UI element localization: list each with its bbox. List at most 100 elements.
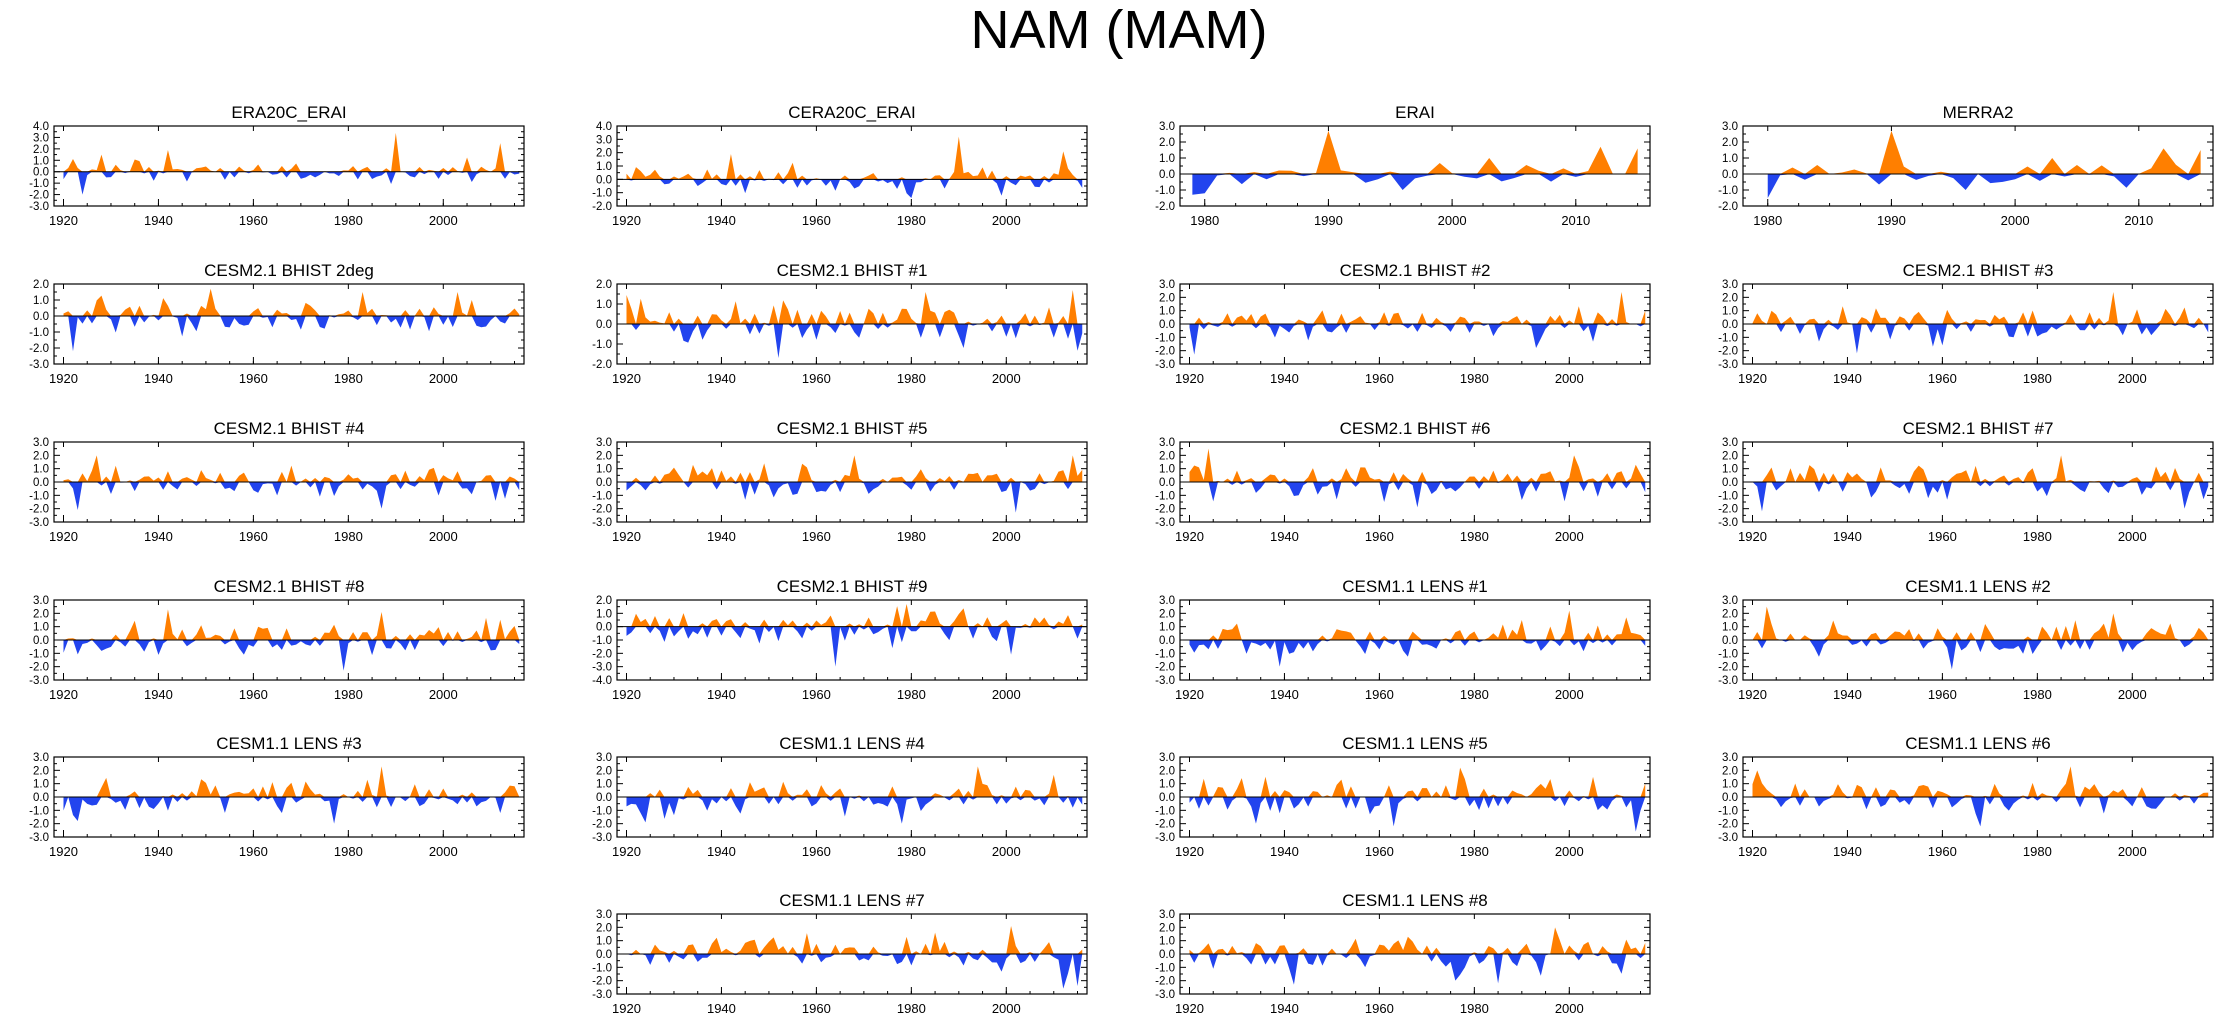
- x-tick-label: 1980: [897, 213, 926, 228]
- x-tick-label: 1960: [1928, 687, 1957, 702]
- y-tick-label: -2.0: [1155, 201, 1175, 213]
- x-tick-label: 1920: [49, 844, 78, 859]
- y-tick-label: 2.0: [33, 144, 49, 156]
- y-tick-label: -2.0: [29, 662, 49, 674]
- y-tick-label: 3.0: [596, 752, 612, 764]
- y-tick-label: 0.0: [33, 477, 49, 489]
- x-tick-label: 1940: [707, 371, 736, 386]
- positive-area: [626, 926, 1083, 954]
- y-tick-label: -3.0: [29, 201, 49, 213]
- y-tick-label: 3.0: [1159, 279, 1175, 291]
- x-tick-label: 1940: [144, 844, 173, 859]
- x-tick-label: 1980: [1460, 529, 1489, 544]
- panel-title: CESM2.1 BHIST #2: [1340, 261, 1491, 280]
- y-tick-label: -1.0: [29, 178, 49, 190]
- y-tick-label: -3.0: [1155, 832, 1175, 844]
- y-tick-label: -2.0: [1155, 819, 1175, 831]
- x-tick-label: 1960: [802, 213, 831, 228]
- y-tick-label: -2.0: [592, 648, 612, 660]
- panel-22: CESM1.1 LENS #83.02.01.00.0-1.0-2.0-3.01…: [1155, 891, 1651, 1016]
- y-tick-label: 0.0: [1159, 169, 1175, 181]
- negative-area: [63, 640, 520, 671]
- x-tick-label: 1940: [1270, 1001, 1299, 1016]
- panel-11: CESM2.1 BHIST #6 3.02.0 1.00.0-1.0 -2.0-3.0…: [1155, 419, 1651, 544]
- y-tick-label: -1.0: [1155, 805, 1175, 817]
- y-tick-label: 3.0: [1722, 437, 1738, 449]
- y-tick-label: 0.0: [1722, 319, 1738, 331]
- x-tick-label: 1940: [707, 687, 736, 702]
- negative-area: [1752, 797, 2209, 827]
- positive-area: [63, 288, 520, 316]
- y-tick-label: -2.0: [592, 201, 612, 213]
- x-tick-label: 1980: [2023, 844, 2052, 859]
- y-tick-label: -1.0: [29, 490, 49, 502]
- y-tick-label: 0.0: [1722, 792, 1738, 804]
- x-tick-label: 1940: [144, 529, 173, 544]
- negative-area: [63, 482, 520, 510]
- negative-area: [1189, 797, 1646, 832]
- panel-title: CESM1.1 LENS #2: [1905, 577, 2051, 596]
- x-tick-label: 1940: [144, 371, 173, 386]
- negative-area: [626, 954, 1083, 989]
- x-tick-label: 1920: [1175, 687, 1204, 702]
- y-tick-label: -3.0: [592, 989, 612, 1001]
- y-tick-label: -4.0: [592, 675, 612, 687]
- panel-3: ERAI 3.0 2.0 1.0 0.0 -1.0 -2.0 1980 1990 2000 2010: [1155, 103, 1651, 228]
- y-tick-label: 3.0: [1159, 121, 1175, 133]
- y-tick-label: -2.0: [1718, 201, 1738, 213]
- x-tick-label: 1920: [1738, 844, 1767, 859]
- positive-area: [1752, 766, 2209, 797]
- y-tick-label: 0.0: [596, 477, 612, 489]
- y-tick-label: -1.0: [592, 188, 612, 200]
- x-tick-label: 1990: [1877, 213, 1906, 228]
- x-tick-label: 2000: [1438, 213, 1467, 228]
- y-tick-label: 1.0: [1159, 622, 1175, 634]
- y-tick-label: 2.0: [1159, 137, 1175, 149]
- panel-title: CESM2.1 BHIST #7: [1903, 419, 2054, 438]
- x-tick-label: 2000: [992, 371, 1021, 386]
- panel-16: CESM1.1 LENS #23.02.01.00.0-1.0-2.0-3.01…: [1718, 577, 2214, 702]
- positive-area: [626, 290, 1083, 324]
- x-tick-label: 1960: [802, 529, 831, 544]
- x-tick-label: 1920: [49, 213, 78, 228]
- positive-area: [1752, 455, 2209, 482]
- x-tick-label: 2000: [429, 213, 458, 228]
- x-tick-label: 1940: [1270, 844, 1299, 859]
- x-tick-label: 1960: [239, 529, 268, 544]
- negative-area: [1752, 482, 2209, 512]
- panel-title: CESM2.1 BHIST #8: [214, 577, 365, 596]
- positive-area: [1189, 927, 1646, 954]
- negative-area: [626, 626, 1083, 667]
- negative-area: [1767, 174, 2201, 198]
- y-tick-label: 2.0: [596, 148, 612, 160]
- y-tick-label: 0.0: [596, 319, 612, 331]
- y-tick-label: 2.0: [1722, 137, 1738, 149]
- x-tick-label: 1960: [239, 687, 268, 702]
- panel-title: CESM2.1 BHIST 2deg: [204, 261, 374, 280]
- positive-area: [1189, 610, 1646, 640]
- x-tick-label: 1980: [897, 844, 926, 859]
- x-tick-label: 1940: [1833, 844, 1862, 859]
- y-tick-label: -2.0: [1718, 346, 1738, 358]
- x-tick-label: 2000: [992, 213, 1021, 228]
- x-tick-label: 2010: [1561, 213, 1590, 228]
- panel-title: CERA20C_ERAI: [788, 103, 916, 122]
- x-tick-label: 1960: [802, 687, 831, 702]
- x-tick-label: 1960: [1365, 529, 1394, 544]
- y-tick-label: 1.0: [596, 161, 612, 173]
- x-tick-label: 2000: [1555, 687, 1584, 702]
- x-tick-label: 1920: [1738, 687, 1767, 702]
- x-tick-label: 1920: [1175, 529, 1204, 544]
- y-tick-label: 0.0: [1159, 792, 1175, 804]
- x-tick-label: 2000: [992, 844, 1021, 859]
- x-tick-label: 1960: [239, 213, 268, 228]
- y-tick-label: 3.0: [33, 437, 49, 449]
- panel-15: CESM1.1 LENS #13.02.01.00.0-1.0-2.0-3.01…: [1155, 577, 1651, 702]
- panel-5: CESM2.1 BHIST 2deg2.01.00.0-1.0-2.0-3.01…: [29, 261, 525, 386]
- positive-area: [626, 766, 1083, 797]
- y-tick-label: -2.0: [29, 504, 49, 516]
- x-tick-label: 1960: [1928, 371, 1957, 386]
- x-tick-label: 1920: [1738, 371, 1767, 386]
- y-tick-label: 0.0: [596, 792, 612, 804]
- y-tick-label: 2.0: [596, 450, 612, 462]
